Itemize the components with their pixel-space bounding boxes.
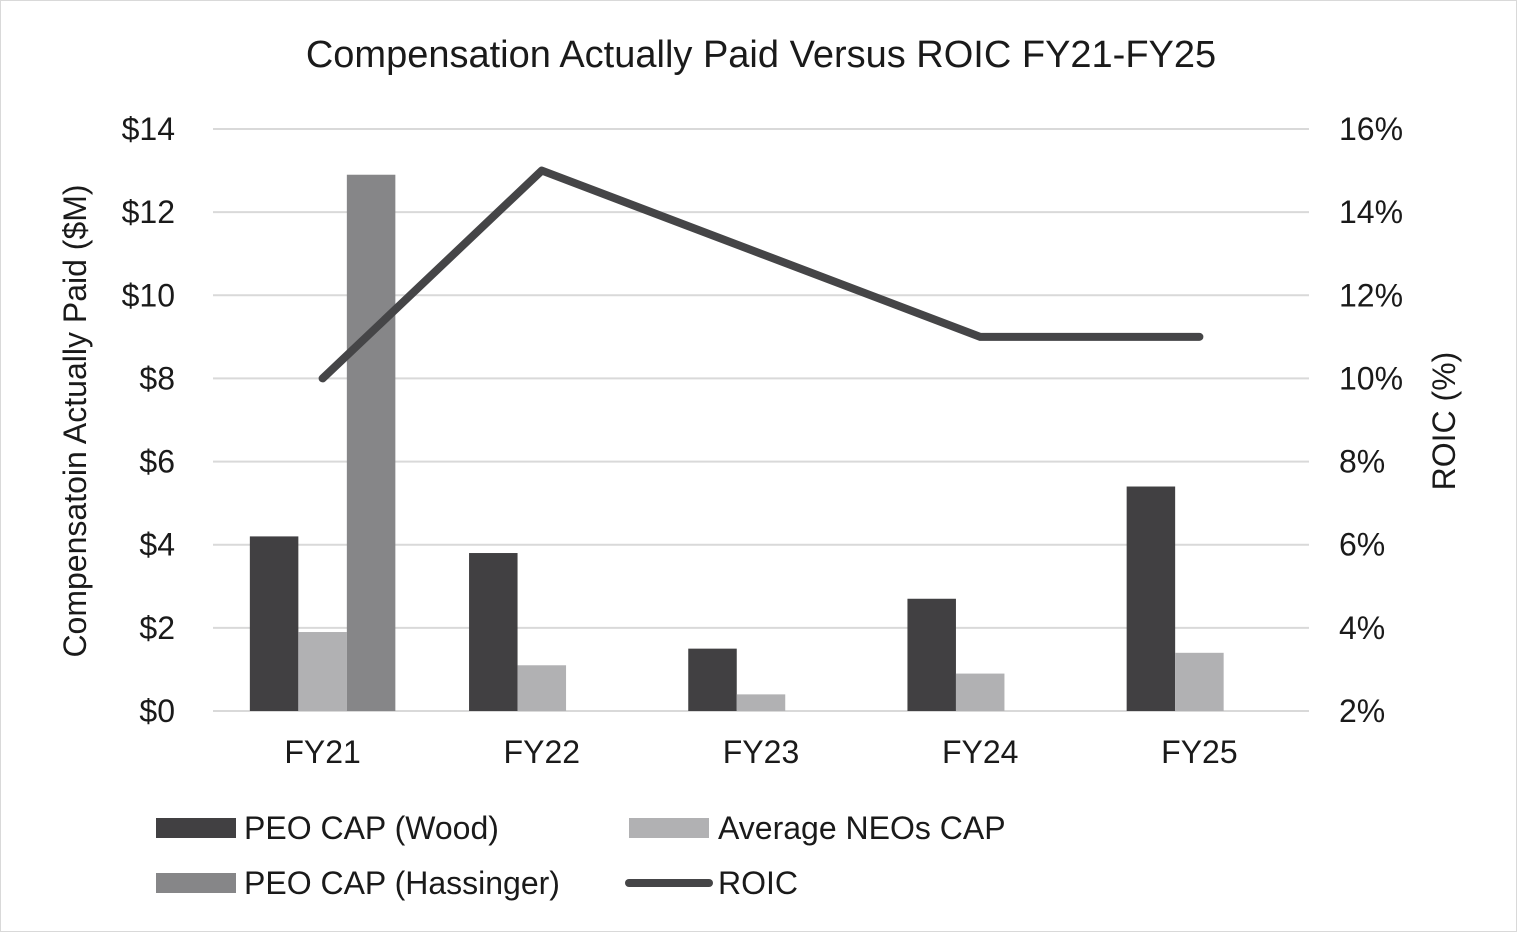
- legend: PEO CAP (Wood) Average NEOs CAP PEO CAP …: [156, 810, 1006, 901]
- bar-peo-cap-wood-fy22: [469, 553, 518, 711]
- legend-swatch-peo-hassinger: [156, 873, 236, 893]
- y2-tick-label: 8%: [1339, 444, 1385, 480]
- y-tick-label: $8: [139, 360, 175, 396]
- y-tick-label: $14: [122, 111, 175, 147]
- y2-tick-label: 4%: [1339, 610, 1385, 646]
- bar-average-neos-cap-fy23: [737, 694, 786, 711]
- bars: [250, 175, 1224, 711]
- x-axis-ticks: FY21 FY22 FY23 FY24 FY25: [284, 734, 1237, 770]
- legend-swatch-avg-neos: [629, 818, 709, 838]
- left-axis-ticks: $0 $2 $4 $6 $8 $10 $12 $14: [122, 111, 175, 729]
- y-tick-label: $12: [122, 194, 175, 230]
- y2-tick-label: 2%: [1339, 693, 1385, 729]
- y2-axis-label: ROIC (%): [1426, 352, 1462, 491]
- chart-title: Compensation Actually Paid Versus ROIC F…: [306, 34, 1216, 76]
- x-tick-label: FY22: [504, 734, 580, 770]
- bar-peo-cap-wood-fy24: [907, 599, 956, 711]
- legend-label-peo-wood: PEO CAP (Wood): [244, 810, 499, 846]
- bar-average-neos-cap-fy25: [1175, 653, 1224, 711]
- bar-peo-cap-hassinger-fy21: [347, 175, 396, 711]
- legend-label-avg-neos: Average NEOs CAP: [718, 810, 1006, 846]
- x-tick-label: FY24: [942, 734, 1018, 770]
- legend-label-roic: ROIC: [718, 865, 798, 901]
- bar-peo-cap-wood-fy23: [688, 649, 737, 711]
- roic-line: [323, 171, 1200, 379]
- roic-line-layer: [323, 170, 1200, 378]
- right-axis-ticks: 2% 4% 6% 8% 10% 12% 14% 16%: [1339, 111, 1403, 729]
- x-tick-label: FY25: [1161, 734, 1237, 770]
- x-tick-label: FY23: [723, 734, 799, 770]
- x-tick-label: FY21: [284, 734, 360, 770]
- bar-average-neos-cap-fy24: [956, 674, 1005, 711]
- bar-average-neos-cap-fy22: [518, 665, 567, 711]
- y2-tick-label: 6%: [1339, 527, 1385, 563]
- y-tick-label: $0: [139, 693, 175, 729]
- y2-tick-label: 10%: [1339, 360, 1403, 396]
- y-tick-label: $4: [139, 527, 175, 563]
- bar-peo-cap-wood-fy21: [250, 536, 299, 711]
- legend-swatch-peo-wood: [156, 818, 236, 838]
- bar-peo-cap-wood-fy25: [1127, 487, 1176, 711]
- legend-label-peo-hassinger: PEO CAP (Hassinger): [244, 865, 560, 901]
- y-tick-label: $10: [122, 277, 175, 313]
- y2-tick-label: 12%: [1339, 277, 1403, 313]
- y-tick-label: $6: [139, 444, 175, 480]
- bar-average-neos-cap-fy21: [298, 632, 347, 711]
- y-axis-label: Compensatoin Actually Paid ($M): [57, 184, 93, 657]
- y2-tick-label: 14%: [1339, 194, 1403, 230]
- y2-tick-label: 16%: [1339, 111, 1403, 147]
- y-tick-label: $2: [139, 610, 175, 646]
